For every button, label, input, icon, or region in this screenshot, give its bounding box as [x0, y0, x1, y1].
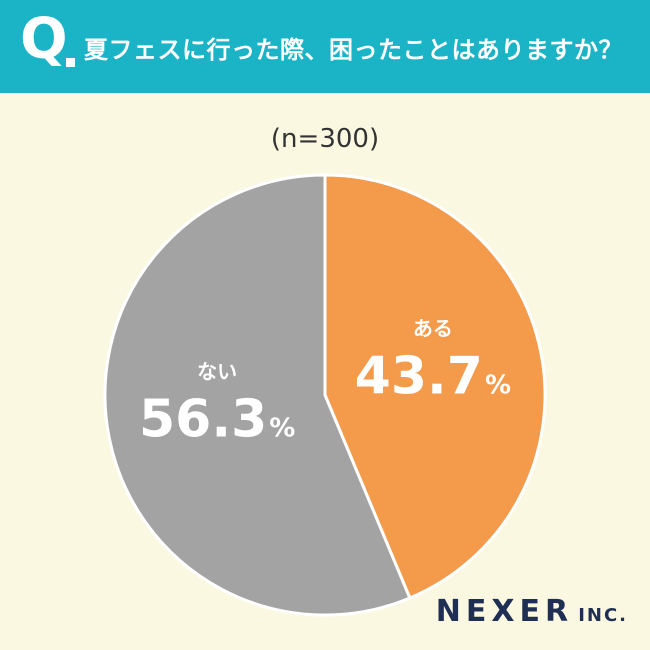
brand-logo: NEXER INC.: [436, 594, 628, 629]
question-text: 夏フェスに行った際、困ったことはありますか？: [84, 36, 623, 64]
brand-name: NEXER: [435, 594, 574, 629]
slice-label-2: ない: [197, 360, 237, 384]
pie-slice-1: [323, 173, 547, 600]
q-mark: Q: [20, 7, 68, 72]
question-banner: Q 夏フェスに行った際、困ったことはありますか？: [0, 0, 650, 93]
brand-suffix: INC.: [578, 605, 628, 626]
slice-label-1: ある: [413, 316, 453, 340]
sample-size-label: (n=300): [270, 124, 380, 154]
slice-value-2: 56.3%: [139, 390, 295, 450]
slice-value-1: 43.7%: [355, 346, 511, 406]
pie-slice-2: [103, 173, 412, 617]
q-dot-decoration: [66, 58, 75, 67]
